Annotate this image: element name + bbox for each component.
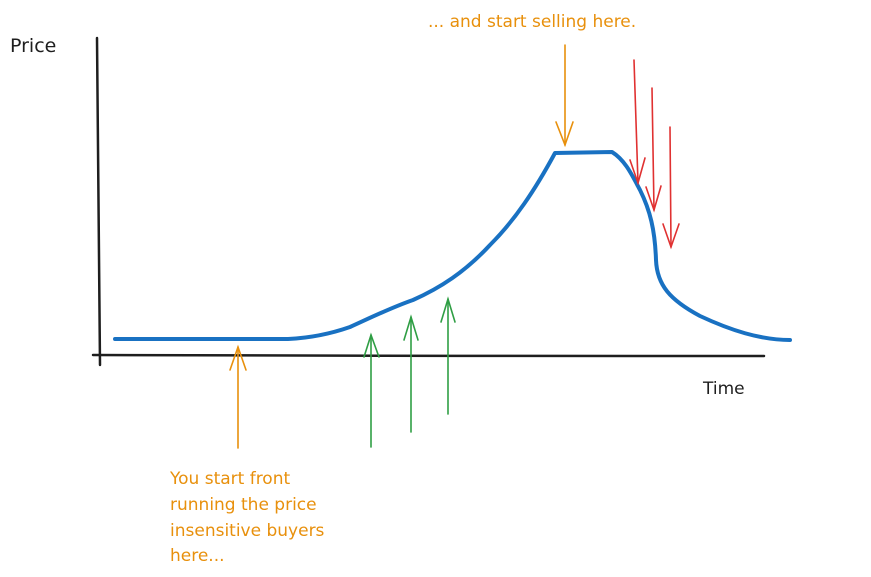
seller-arrow-3	[662, 126, 680, 250]
front-run-line-2: running the price	[170, 495, 317, 515]
front-run-line-3: insensitive buyers	[170, 521, 325, 541]
axes	[91, 36, 766, 367]
buyer-arrow-1	[363, 332, 380, 448]
y-axis-label: Price	[10, 35, 56, 57]
sell-start-arrow	[555, 44, 574, 148]
price-curve	[113, 150, 792, 342]
front-run-start-arrow	[229, 344, 247, 449]
buyer-arrow-2	[403, 314, 419, 433]
x-axis-line	[91, 353, 766, 358]
seller-arrow-1	[629, 59, 646, 186]
front-run-line-1: You start front	[169, 469, 290, 489]
y-axis-line	[95, 36, 102, 367]
front-run-annotation: You start front running the price insens…	[169, 469, 325, 566]
sell-annotation: ... and start selling here.	[428, 12, 636, 32]
front-run-line-4: here...	[170, 546, 225, 566]
seller-arrow-2	[645, 87, 662, 213]
x-axis-label: Time	[702, 379, 745, 399]
buyer-arrow-3	[440, 296, 456, 415]
